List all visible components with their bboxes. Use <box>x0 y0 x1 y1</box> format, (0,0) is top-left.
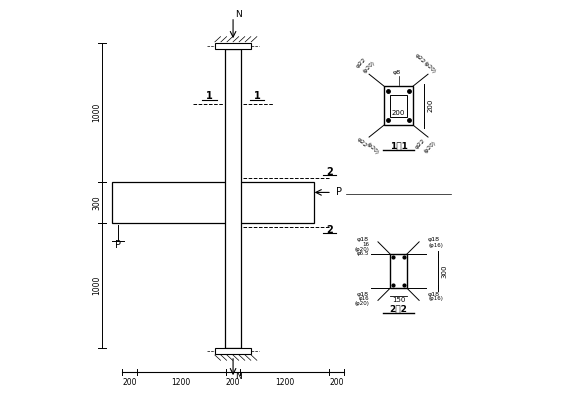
Text: (φ16): (φ16) <box>428 243 443 248</box>
Text: (φ20): (φ20) <box>423 60 437 74</box>
Text: 300: 300 <box>441 264 447 278</box>
Text: 2: 2 <box>326 167 333 177</box>
Text: φ22: φ22 <box>356 137 368 149</box>
Text: φ18: φ18 <box>357 292 369 297</box>
Bar <box>390 94 406 117</box>
Text: 1000: 1000 <box>92 275 101 295</box>
Text: φ8: φ8 <box>392 70 401 75</box>
Bar <box>385 86 413 125</box>
Text: φ18: φ18 <box>357 237 369 242</box>
Text: φ22: φ22 <box>414 53 426 65</box>
Text: 1－1: 1－1 <box>390 141 408 150</box>
Bar <box>215 43 251 49</box>
Text: 200: 200 <box>329 377 344 387</box>
Bar <box>225 49 241 348</box>
Text: φ22: φ22 <box>414 138 426 150</box>
Text: 16: 16 <box>362 242 369 247</box>
Bar <box>390 254 407 288</box>
Text: 2－2: 2－2 <box>390 305 408 314</box>
Text: 200: 200 <box>427 99 434 112</box>
Text: (φ20): (φ20) <box>423 140 437 154</box>
Text: φ6.5: φ6.5 <box>357 251 369 256</box>
Text: N: N <box>235 371 242 381</box>
Text: 1200: 1200 <box>275 377 294 387</box>
Text: (φ20): (φ20) <box>362 60 376 74</box>
Text: P: P <box>115 240 121 250</box>
Text: 1000: 1000 <box>92 103 101 122</box>
Text: (φ20): (φ20) <box>365 141 379 155</box>
Text: 200: 200 <box>226 377 240 387</box>
Bar <box>112 182 314 223</box>
Text: 1: 1 <box>206 92 213 101</box>
Text: N: N <box>235 10 242 19</box>
Text: φ18: φ18 <box>428 237 440 242</box>
Text: 2: 2 <box>326 224 333 234</box>
Text: φ22: φ22 <box>355 57 367 69</box>
Text: 200: 200 <box>122 377 137 387</box>
Text: 1200: 1200 <box>172 377 191 387</box>
Text: (φ20): (φ20) <box>354 247 369 252</box>
Text: 300: 300 <box>92 195 101 210</box>
Text: (φ20): (φ20) <box>354 301 369 306</box>
Text: (φ16): (φ16) <box>428 296 443 301</box>
Text: 1: 1 <box>253 92 260 101</box>
Text: 200: 200 <box>392 110 405 116</box>
Text: φ16: φ16 <box>359 296 369 301</box>
Text: 150: 150 <box>392 296 405 303</box>
Text: P: P <box>336 188 342 197</box>
Text: φ18: φ18 <box>428 292 440 297</box>
Bar <box>215 348 251 354</box>
